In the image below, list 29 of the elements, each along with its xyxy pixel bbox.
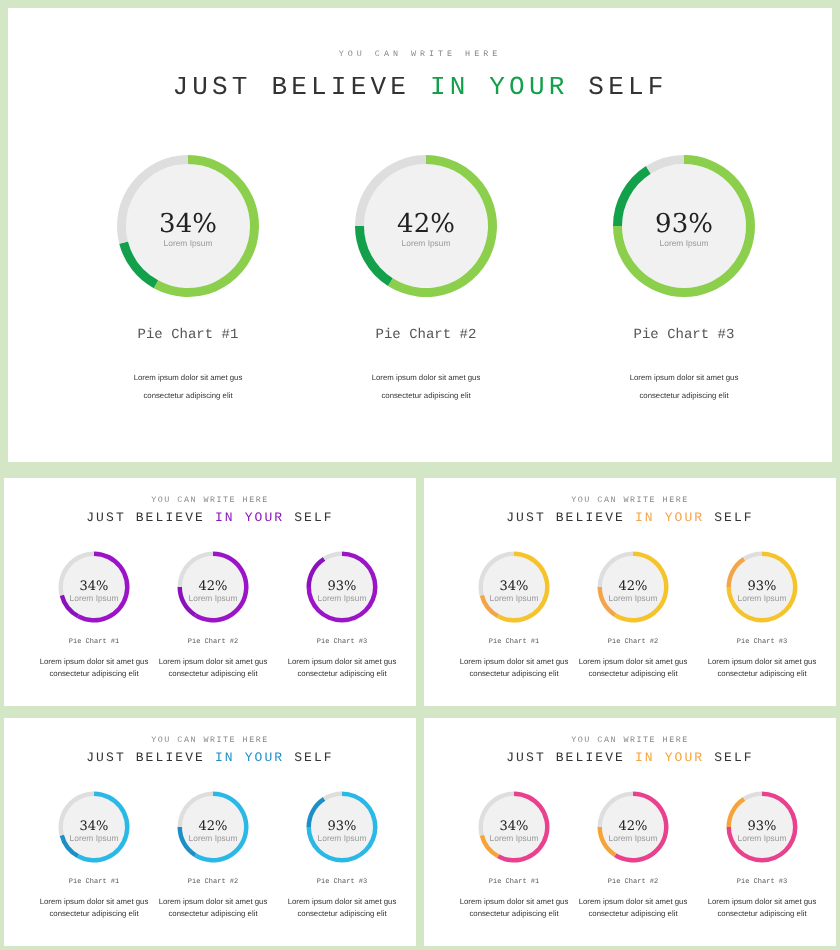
donut-slice xyxy=(322,551,342,561)
donut-slice xyxy=(387,155,497,297)
donut-slice xyxy=(193,791,249,863)
donut-slice xyxy=(306,557,326,587)
text: IN YOUR xyxy=(429,72,569,102)
donut-slice xyxy=(613,166,651,226)
text: SELF xyxy=(588,72,668,102)
donut-slice xyxy=(645,155,684,174)
donut-slice xyxy=(726,791,798,863)
donut-slice xyxy=(726,797,746,827)
donut-slice xyxy=(119,241,159,289)
donut-slice xyxy=(613,551,669,623)
donut-slice xyxy=(306,797,326,827)
donut-slice xyxy=(306,791,378,863)
donut-slice xyxy=(355,226,393,286)
text: 93% xyxy=(655,210,713,240)
donut-slice xyxy=(613,155,755,297)
donut-slice xyxy=(726,551,798,623)
donut-slice xyxy=(322,791,342,801)
donut-slice xyxy=(742,551,762,561)
donut-slice xyxy=(306,551,378,623)
text: 34% xyxy=(159,210,217,240)
donut-slice xyxy=(193,551,249,623)
text: JUST BELIEVE xyxy=(172,72,411,102)
donut-slice xyxy=(726,557,746,587)
donut-slice xyxy=(742,791,762,801)
text: 42% xyxy=(397,210,455,240)
donut-slice xyxy=(613,791,669,863)
donut-slice xyxy=(153,155,259,297)
